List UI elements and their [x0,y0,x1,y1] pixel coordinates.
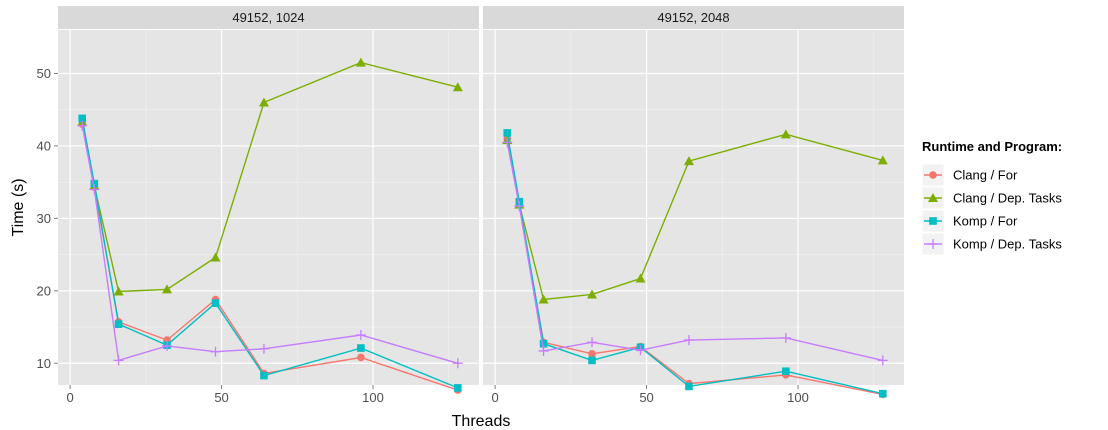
y-axis-title: Time (s) [10,178,27,236]
data-point-komp-for [503,129,512,137]
panel-1-background [58,30,479,385]
x-tick-label: 50 [214,390,228,405]
data-point-clang-dep-tasks [877,155,888,165]
series-line-komp-dep-tasks [81,125,458,364]
data-point-komp-for [357,344,365,352]
data-point-clang-dep-tasks [538,294,549,304]
x-tick-label: 100 [787,390,809,405]
series-line-clang-dep-tasks [506,133,883,301]
data-point-clang-dep-tasks [780,129,791,139]
y-axis-ticks: 10 20 30 40 50 [37,66,58,371]
data-point-clang-dep-tasks [210,252,221,262]
legend-marker-clang-dep-tasks [928,193,938,202]
data-point-clang-dep-tasks [162,284,173,294]
data-point-komp-dep-tasks [538,345,549,356]
data-point-clang-dep-tasks [635,273,646,283]
x-tick-label: 50 [639,390,653,405]
y-tick-label: 20 [37,283,51,298]
data-point-clang-dep-tasks [683,156,694,166]
x-tick-label: 100 [362,390,384,405]
data-point-komp-for [588,356,596,365]
x-axis-title: Threads [452,413,511,430]
data-point-komp-dep-tasks [258,343,269,354]
data-point-komp-for [782,367,790,376]
data-point-komp-dep-tasks [780,332,791,343]
y-tick-label: 10 [37,356,51,371]
legend-label-komp-dep-tasks: Komp / Dep. Tasks [953,237,1062,252]
legend-label-komp-for: Komp / For [953,214,1018,229]
data-point-komp-dep-tasks [162,340,173,351]
data-point-komp-dep-tasks [452,358,463,369]
data-point-komp-dep-tasks [635,345,646,356]
data-point-clang-dep-tasks [452,82,463,92]
data-point-komp-dep-tasks [355,330,366,341]
legend-marker-komp-for [929,217,937,225]
series-line-komp-for [506,132,883,395]
x-tick-label: 0 [66,390,73,405]
data-point-komp-dep-tasks [683,335,694,346]
data-point-komp-dep-tasks [877,355,888,366]
data-point-komp-dep-tasks [77,120,88,131]
panel-2-grid [483,30,904,385]
data-point-komp-for [260,371,268,380]
data-point-komp-for [90,179,99,188]
panel-1: 49152, 1024 [58,6,479,394]
data-point-komp-dep-tasks [514,201,525,212]
data-point-komp-for [539,339,548,348]
data-point-komp-for [78,114,87,123]
data-point-clang-dep-tasks [587,289,598,299]
data-point-komp-for [453,384,462,392]
data-point-komp-dep-tasks [113,355,124,366]
data-point-komp-for [685,382,693,391]
data-point-komp-for [211,299,220,307]
data-point-komp-for [114,320,123,328]
panel-2-background [483,30,904,385]
data-point-clang-dep-tasks [113,286,124,296]
data-point-komp-dep-tasks [587,337,598,348]
legend-marker-komp-dep-tasks [928,239,938,249]
y-tick-label: 30 [37,211,51,226]
data-point-komp-dep-tasks [89,184,100,195]
legend-label-clang-for: Clang / For [953,168,1018,183]
panel-2-series [502,129,888,399]
panel-1-series [77,57,463,394]
panel-1-strip [58,6,479,29]
legend-items: Clang / For Clang / Dep. Tasks Komp / For K… [921,163,1062,256]
data-point-clang-for [357,353,365,362]
y-tick-label: 40 [37,138,51,153]
legend-marker-clang-for [929,171,937,179]
panel-1-strip-label: 49152, 1024 [232,10,304,25]
data-point-clang-dep-tasks [258,97,269,107]
series-line-komp-for [81,118,459,389]
legend-title: Runtime and Program: [922,139,1062,154]
data-point-komp-dep-tasks [210,346,221,357]
data-point-komp-for [878,389,887,398]
legend-label-clang-dep-tasks: Clang / Dep. Tasks [953,191,1062,206]
panel-2-strip [483,6,904,29]
data-point-clang-for [588,350,596,358]
x-axis-ticks: 0 50 100 0 50 100 [66,385,809,405]
data-point-clang-dep-tasks [355,57,366,67]
panel-2: 49152, 2048 [483,6,904,399]
y-tick-label: 50 [37,66,51,81]
x-tick-label: 0 [491,390,498,405]
data-point-komp-dep-tasks [502,137,513,148]
panel-2-strip-label: 49152, 2048 [657,10,729,25]
series-line-komp-dep-tasks [506,142,883,362]
